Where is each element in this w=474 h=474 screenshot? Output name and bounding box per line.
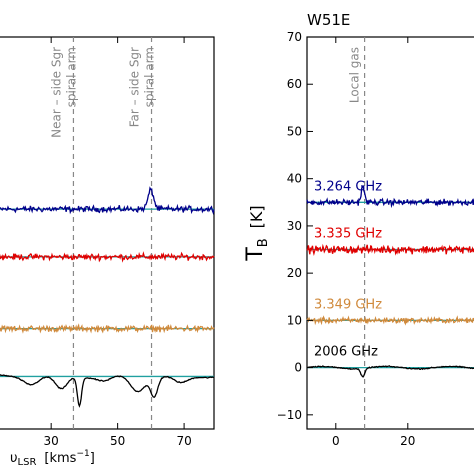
x-tick-label: 70: [176, 434, 191, 448]
right-plot-frame: [306, 36, 474, 430]
ylabel-symbol: T: [243, 247, 268, 262]
right-panel-title: W51E: [307, 11, 350, 29]
spectrum-line: [0, 186, 215, 215]
left-annotations: Near – side Sgr spiral arm Far – side Sgr s…: [49, 37, 157, 429]
series-label: 3.349 GHz: [314, 297, 382, 312]
xlabel-close: ]: [90, 451, 95, 466]
series-label: 2006 GHz: [314, 345, 378, 360]
x-tick-label: 0: [332, 434, 340, 448]
annotation-label: spiral arm: [64, 47, 78, 107]
right-y-ticks: −10 0 10 20 30 40 50 60 70: [277, 30, 313, 422]
spectrum-line: [306, 185, 474, 209]
xlabel-symbol: υ: [10, 451, 18, 466]
y-tick-label: 30: [287, 219, 302, 233]
y-tick-label: 10: [287, 313, 302, 327]
y-tick-label: 70: [287, 30, 302, 44]
annotation-label: Local gas: [348, 47, 362, 103]
y-tick-label: 60: [287, 77, 302, 91]
series-label: 3.335 GHz: [314, 227, 382, 242]
ylabel-subscript: B: [256, 238, 271, 247]
annotation-label: spiral arm: [143, 47, 157, 107]
y-tick-label: 40: [287, 172, 302, 186]
annotation-label: Far – side Sgr: [128, 47, 142, 127]
right-series-labels: 3.264 GHz 3.335 GHz 3.349 GHz 2006 GHz: [314, 179, 382, 359]
y-tick-label: 0: [294, 361, 302, 375]
right-series: [306, 185, 474, 378]
spectrum-line: [0, 251, 215, 263]
ylabel-units: [K]: [247, 205, 266, 228]
left-series: [0, 186, 215, 408]
annotation-label: Near – side Sgr: [49, 47, 63, 138]
left-plot-frame: [0, 36, 215, 430]
left-x-axis-label: υLSR [kms−1]: [10, 449, 95, 468]
x-tick-label: 30: [44, 434, 59, 448]
right-panel: W51E Local gas 3.264 GHz 3.335 GHz 3.349 G…: [243, 11, 474, 448]
spectrum-line: [306, 365, 474, 378]
spectrum-line: [0, 323, 215, 334]
right-y-axis-label: TB [K]: [243, 205, 271, 261]
xlabel-exponent: −1: [76, 449, 89, 459]
left-fit-lines: [0, 208, 214, 378]
series-label: 3.264 GHz: [314, 179, 382, 194]
xlabel-units: [kms: [44, 451, 76, 466]
spectrum-line: [306, 315, 474, 326]
y-tick-label: −10: [277, 408, 302, 422]
x-tick-label: 20: [400, 434, 415, 448]
left-panel: Near – side Sgr spiral arm Far – side Sgr s…: [0, 36, 215, 468]
xlabel-subscript: LSR: [18, 457, 37, 468]
right-annotations: Local gas: [348, 37, 366, 429]
y-tick-label: 50: [287, 124, 302, 138]
spectrum-line: [0, 374, 215, 408]
x-tick-label: 50: [110, 434, 125, 448]
right-x-ticks: 0 20: [332, 37, 415, 448]
left-x-ticks: 30 50 70: [44, 37, 192, 448]
spectrum-line: [306, 243, 474, 257]
y-tick-label: 20: [287, 266, 302, 280]
